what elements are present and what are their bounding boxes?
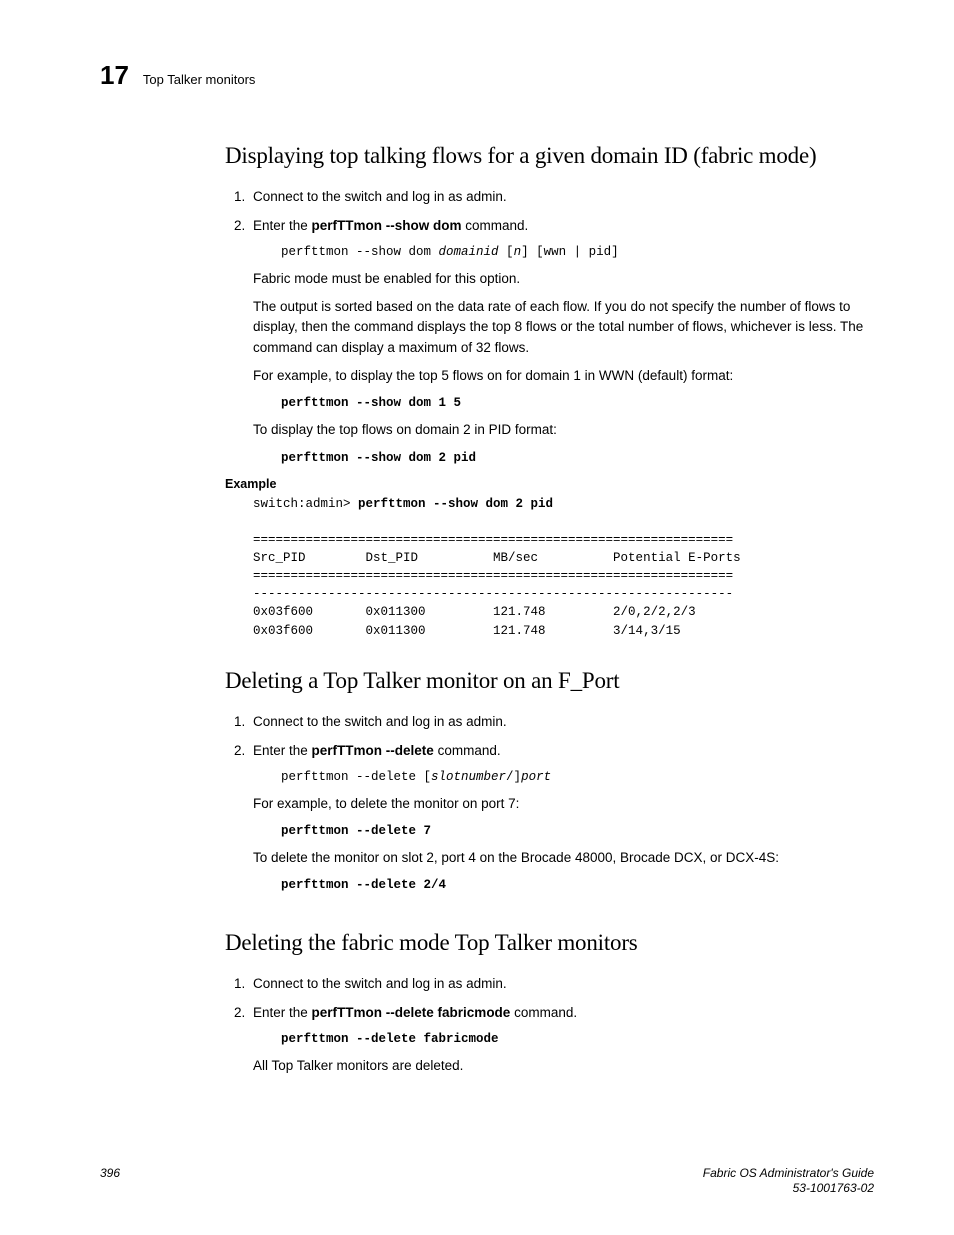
- step-text-post: command.: [510, 1005, 577, 1020]
- body-paragraph: For example, to display the top 5 flows …: [253, 366, 874, 386]
- page-footer: 396 Fabric OS Administrator's Guide 53-1…: [100, 1166, 874, 1197]
- code-syntax: perfttmon --delete [slotnumber/]port: [281, 768, 874, 786]
- step-text: Connect to the switch and log in as admi…: [253, 714, 507, 729]
- step-text: Connect to the switch and log in as admi…: [253, 976, 507, 991]
- procedure-step: Connect to the switch and log in as admi…: [249, 974, 874, 995]
- procedure-list: Connect to the switch and log in as admi…: [225, 974, 874, 1076]
- section-title: Displaying top talking flows for a given…: [225, 143, 874, 169]
- procedure-step: Connect to the switch and log in as admi…: [249, 187, 874, 208]
- command-name: perfTTmon --delete: [312, 743, 434, 758]
- section-title: Deleting a Top Talker monitor on an F_Po…: [225, 668, 874, 694]
- procedure-step: Enter the perfTTmon --show dom command. …: [249, 216, 874, 467]
- running-title: Top Talker monitors: [143, 72, 255, 87]
- code-example: perfttmon --show dom 1 5: [281, 394, 874, 412]
- procedure-step: Enter the perfTTmon --delete command. pe…: [249, 741, 874, 895]
- procedure-list: Connect to the switch and log in as admi…: [225, 712, 874, 895]
- command-name: perfTTmon --show dom: [312, 218, 462, 233]
- body-paragraph: All Top Talker monitors are deleted.: [253, 1056, 874, 1076]
- code-example: perfttmon --delete 7: [281, 822, 874, 840]
- procedure-list: Connect to the switch and log in as admi…: [225, 187, 874, 467]
- example-label: Example: [225, 477, 874, 491]
- procedure-step: Connect to the switch and log in as admi…: [249, 712, 874, 733]
- code-syntax: perfttmon --show dom domainid [n] [wwn |…: [281, 243, 874, 261]
- body-paragraph: Fabric mode must be enabled for this opt…: [253, 269, 874, 289]
- body-paragraph: The output is sorted based on the data r…: [253, 297, 874, 358]
- procedure-step: Enter the perfTTmon --delete fabricmode …: [249, 1003, 874, 1076]
- chapter-number: 17: [100, 60, 129, 91]
- step-text-pre: Enter the: [253, 218, 312, 233]
- body-paragraph: For example, to delete the monitor on po…: [253, 794, 874, 814]
- step-text-pre: Enter the: [253, 743, 312, 758]
- step-text-pre: Enter the: [253, 1005, 312, 1020]
- step-text: Connect to the switch and log in as admi…: [253, 189, 507, 204]
- body-paragraph: To display the top flows on domain 2 in …: [253, 420, 874, 440]
- step-text-post: command.: [434, 743, 501, 758]
- doc-title: Fabric OS Administrator's Guide: [703, 1166, 874, 1182]
- page-number: 396: [100, 1166, 120, 1197]
- body-paragraph: To delete the monitor on slot 2, port 4 …: [253, 848, 874, 868]
- code-example: perfttmon --delete 2/4: [281, 876, 874, 894]
- section-title: Deleting the fabric mode Top Talker moni…: [225, 930, 874, 956]
- command-name: perfTTmon --delete fabricmode: [312, 1005, 511, 1020]
- example-output: switch:admin> perfttmon --show dom 2 pid…: [253, 495, 874, 640]
- running-header: 17 Top Talker monitors: [100, 60, 874, 91]
- step-text-post: command.: [462, 218, 529, 233]
- code-example: perfttmon --show dom 2 pid: [281, 449, 874, 467]
- code-example: perfttmon --delete fabricmode: [281, 1030, 874, 1048]
- doc-id: 53-1001763-02: [703, 1181, 874, 1197]
